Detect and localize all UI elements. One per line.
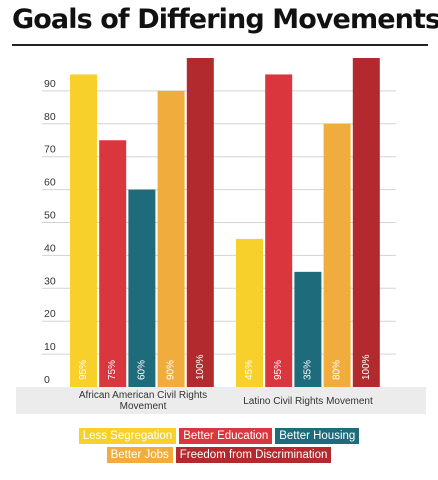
data-label: 100% bbox=[361, 354, 372, 380]
category-label: Latino Civil Rights Movement bbox=[243, 396, 373, 407]
y-tick-label: 40 bbox=[44, 242, 56, 254]
bar bbox=[99, 140, 127, 387]
bar bbox=[236, 238, 263, 387]
legend-item: Better Education bbox=[179, 428, 273, 444]
bar bbox=[294, 271, 322, 387]
data-label: 60% bbox=[136, 360, 147, 380]
bar bbox=[265, 74, 293, 387]
data-label: 95% bbox=[78, 360, 89, 380]
y-tick-label: 80 bbox=[44, 111, 56, 123]
data-label: 45% bbox=[244, 360, 255, 380]
data-label: 75% bbox=[107, 360, 118, 380]
data-label: 100% bbox=[195, 354, 206, 380]
data-label: 35% bbox=[302, 360, 313, 380]
y-tick-label: 20 bbox=[44, 308, 56, 320]
data-labels: 95% 45% 75% 95% 60% 35% 90% 80% 100% 100% bbox=[78, 354, 372, 380]
bar bbox=[186, 58, 214, 387]
y-tick-label: 0 bbox=[44, 374, 50, 386]
bars bbox=[70, 58, 380, 388]
y-tick-label: 50 bbox=[44, 210, 56, 222]
y-tick-label: 70 bbox=[44, 144, 56, 156]
title-underline bbox=[12, 44, 428, 46]
y-axis: 0 10 20 30 40 50 60 70 80 90 bbox=[44, 78, 56, 386]
y-tick-label: 60 bbox=[44, 177, 56, 189]
legend-row: Better Jobs Freedom from Discrimination bbox=[0, 447, 438, 463]
data-label: 90% bbox=[166, 360, 177, 380]
category-label: Movement bbox=[120, 401, 167, 412]
legend-row: Less Segregation Better Education Better H… bbox=[0, 428, 438, 444]
bar bbox=[70, 74, 97, 387]
y-tick-label: 90 bbox=[44, 78, 56, 90]
bar bbox=[352, 58, 380, 387]
chart-title: Goals of Differing Movements bbox=[12, 4, 438, 35]
bar bbox=[323, 123, 351, 388]
legend-item: Better Housing bbox=[275, 428, 360, 444]
y-tick-label: 30 bbox=[44, 275, 56, 287]
y-tick-label: 10 bbox=[44, 341, 56, 353]
x-axis-band bbox=[16, 387, 426, 414]
legend-item: Better Jobs bbox=[106, 447, 173, 463]
legend: Less Segregation Better Education Better H… bbox=[0, 428, 438, 466]
data-label: 80% bbox=[332, 360, 343, 380]
legend-item: Less Segregation bbox=[78, 428, 177, 444]
category-label: African American Civil Rights bbox=[79, 390, 207, 401]
bar bbox=[157, 90, 185, 388]
legend-item: Freedom from Discrimination bbox=[175, 447, 332, 463]
bar bbox=[128, 189, 156, 387]
data-label: 95% bbox=[273, 360, 284, 380]
